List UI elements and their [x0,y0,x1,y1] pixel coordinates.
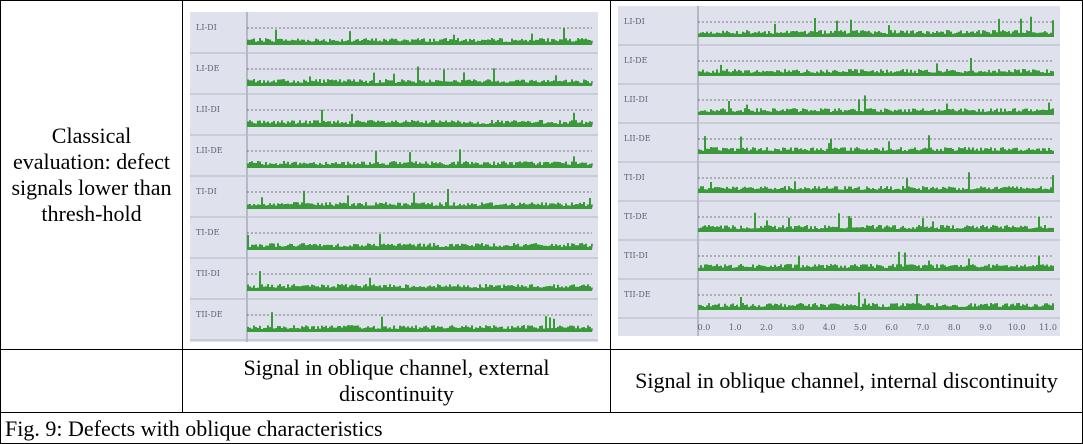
x-tick-label: 2.0 [760,323,773,332]
channel-label: TI-DI [624,173,645,182]
signal-trace [247,66,593,86]
x-tick-label: 11.0 [1039,323,1057,332]
plot-background [618,6,1060,336]
x-tick-label: 10.0 [1008,323,1026,332]
channel-label: TII-DI [624,251,648,260]
channel-label: TII-DI [196,269,220,278]
x-tick-label: 9.0 [979,323,992,332]
channel-label: TI-DE [196,228,220,237]
signal-trace [698,172,1054,193]
signal-trace [698,135,1054,154]
plot-background [190,12,598,342]
x-tick-label: 8.0 [948,323,961,332]
channel-label: LII-DI [196,105,220,114]
figure-caption: Fig. 9: Defects with oblique characteris… [5,416,383,441]
channel-label: TI-DI [196,187,217,196]
signal-trace [698,292,1054,310]
channel-label: LI-DI [624,17,645,26]
figure-label: Signal in oblique channel, external disc… [243,355,550,406]
x-tick-label: 4.0 [823,323,836,332]
signal-trace [698,212,1054,232]
signal-plot: LI-DI LI-DE LII-DI LII-DE TI-DI TI-DE TII-DI TI… [618,6,1060,336]
channel-label: TII-DE [196,310,223,319]
channel-label: TII-DE [624,290,651,299]
x-tick-label: 5.0 [854,323,867,332]
figure-label: Signal in oblique channel, internal disc… [635,368,1058,393]
caption-cell: Signal in oblique channel, internal disc… [610,349,1083,413]
empty-cell [0,349,183,413]
channel-label: LI-DI [196,23,217,32]
signal-trace [247,234,593,250]
row-header-cell: Classical evaluation: defect signals low… [0,0,183,350]
signal-trace [247,312,593,332]
x-tick-label: 6.0 [885,323,898,332]
channel-label: TI-DE [624,212,648,221]
signal-trace [247,271,593,291]
channel-label: LII-DI [624,95,648,104]
signal-trace [698,95,1054,115]
signal-trace [247,27,593,45]
signal-trace [247,109,593,127]
signal-plot: LI-DI LI-DE LII-DI LII-DE TI-DI TI-DE TII-DI TI… [190,12,598,342]
signal-trace [247,149,593,168]
caption-cell: Signal in oblique channel, external disc… [182,349,611,413]
channel-label: LI-DE [196,64,220,73]
caption-row: Fig. 9: Defects with oblique characteris… [0,412,1083,444]
channel-label: LI-DE [624,56,648,65]
x-tick-label: 3.0 [791,323,804,332]
row-header: Classical evaluation: defect signals low… [11,123,172,226]
signal-trace [698,57,1054,76]
signal-trace [698,251,1054,271]
channel-label: LII-DE [624,134,651,143]
x-tick-label: 1.0 [729,323,742,332]
x-tick-label: 0.0 [698,323,711,332]
signal-trace [698,16,1054,37]
x-tick-label: 7.0 [917,323,930,332]
signal-trace [247,189,593,209]
channel-label: LII-DE [196,146,223,155]
